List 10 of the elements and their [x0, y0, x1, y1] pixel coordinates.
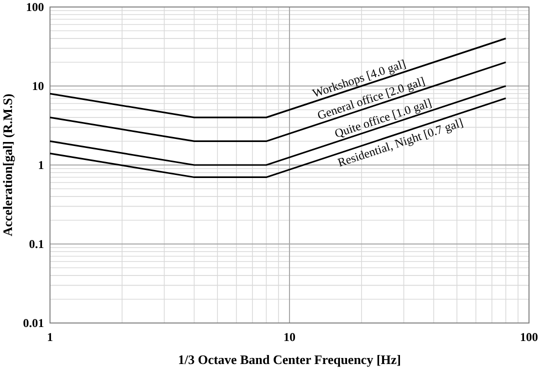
y-axis-title: Acceleration[gal] (R.M.S): [0, 94, 15, 236]
y-tick-label: 10: [32, 79, 44, 93]
y-tick-label: 100: [26, 0, 44, 14]
x-axis-title: 1/3 Octave Band Center Frequency [Hz]: [178, 352, 402, 367]
x-tick-label: 10: [284, 330, 296, 344]
y-tick-label: 0.01: [23, 316, 44, 330]
x-tick-label: 1: [47, 330, 53, 344]
y-tick-label: 0.1: [29, 237, 44, 251]
x-tick-label: 100: [520, 330, 538, 344]
y-tick-label: 1: [38, 158, 44, 172]
